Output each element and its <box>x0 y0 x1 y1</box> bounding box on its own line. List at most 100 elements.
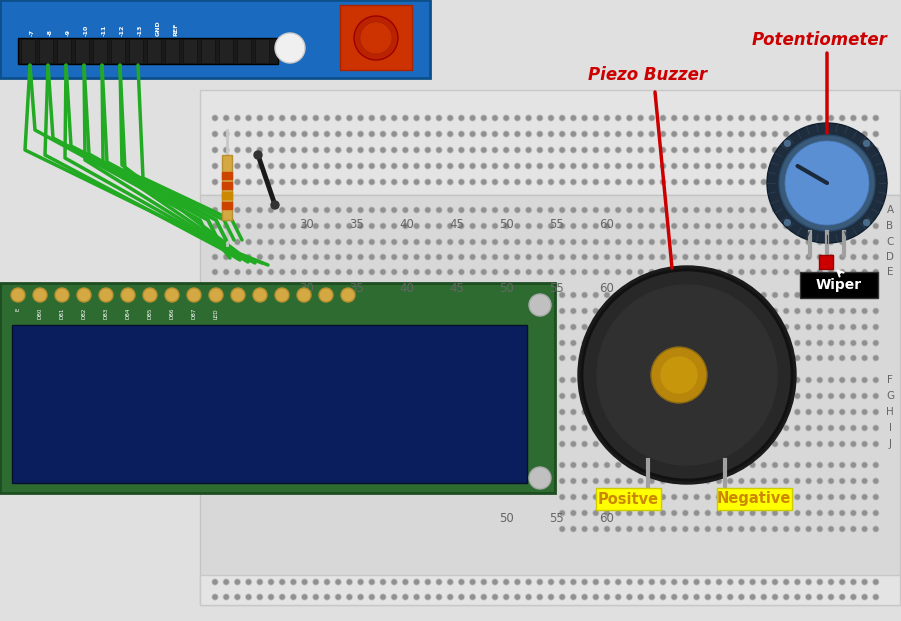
Text: H: H <box>886 407 894 417</box>
Circle shape <box>716 494 722 500</box>
Circle shape <box>492 147 497 153</box>
Circle shape <box>638 355 643 361</box>
Circle shape <box>828 308 833 314</box>
Circle shape <box>683 442 687 446</box>
Circle shape <box>751 511 755 515</box>
Circle shape <box>493 180 497 184</box>
Circle shape <box>358 292 363 298</box>
Circle shape <box>470 580 475 584</box>
Circle shape <box>851 239 856 245</box>
Circle shape <box>605 442 609 446</box>
Circle shape <box>740 511 743 515</box>
Circle shape <box>638 223 643 229</box>
Circle shape <box>538 180 542 184</box>
Circle shape <box>538 325 542 329</box>
Circle shape <box>773 116 777 120</box>
Circle shape <box>862 595 867 599</box>
Circle shape <box>716 393 722 399</box>
Circle shape <box>862 164 867 168</box>
Circle shape <box>481 163 487 169</box>
Circle shape <box>593 510 598 516</box>
Circle shape <box>404 164 407 168</box>
Circle shape <box>324 594 330 600</box>
Circle shape <box>403 594 408 600</box>
Circle shape <box>224 255 228 259</box>
Circle shape <box>526 324 532 330</box>
Circle shape <box>505 132 508 136</box>
Circle shape <box>649 147 655 153</box>
Circle shape <box>750 163 755 169</box>
Circle shape <box>460 148 463 152</box>
Circle shape <box>571 463 576 467</box>
Circle shape <box>279 223 285 229</box>
Circle shape <box>246 254 251 260</box>
Circle shape <box>526 132 531 136</box>
Circle shape <box>314 309 318 313</box>
Text: -9: -9 <box>66 29 70 36</box>
Circle shape <box>705 442 710 446</box>
Circle shape <box>481 269 487 275</box>
Circle shape <box>638 254 643 260</box>
Circle shape <box>459 223 464 229</box>
Circle shape <box>324 579 330 585</box>
Circle shape <box>403 116 408 121</box>
Circle shape <box>254 151 262 159</box>
Circle shape <box>605 356 609 360</box>
Circle shape <box>727 355 733 361</box>
Circle shape <box>739 579 744 585</box>
Circle shape <box>571 341 576 345</box>
Circle shape <box>515 180 519 184</box>
Circle shape <box>626 131 633 137</box>
Circle shape <box>593 462 598 468</box>
Circle shape <box>783 441 789 446</box>
Circle shape <box>514 223 520 229</box>
Circle shape <box>560 580 564 584</box>
Circle shape <box>257 179 262 185</box>
Text: 50: 50 <box>500 219 514 232</box>
Circle shape <box>728 132 733 136</box>
Circle shape <box>705 511 710 515</box>
Circle shape <box>459 207 464 213</box>
Circle shape <box>828 355 833 361</box>
Circle shape <box>650 309 654 313</box>
Circle shape <box>570 377 577 383</box>
Bar <box>21 39 35 63</box>
Circle shape <box>246 355 251 361</box>
Circle shape <box>762 378 766 382</box>
Circle shape <box>783 163 789 169</box>
Circle shape <box>862 426 867 430</box>
Circle shape <box>805 223 812 229</box>
Circle shape <box>861 324 868 330</box>
Circle shape <box>548 324 554 330</box>
Circle shape <box>783 239 789 245</box>
Circle shape <box>671 393 677 399</box>
Circle shape <box>783 207 789 213</box>
Circle shape <box>683 511 687 515</box>
Circle shape <box>583 325 587 329</box>
Bar <box>219 39 233 63</box>
Circle shape <box>695 325 698 329</box>
Circle shape <box>751 164 755 168</box>
Circle shape <box>414 207 419 213</box>
Text: DB6: DB6 <box>169 308 175 319</box>
Circle shape <box>650 394 654 398</box>
Circle shape <box>772 579 778 585</box>
Circle shape <box>828 269 833 275</box>
Circle shape <box>626 269 633 275</box>
Circle shape <box>783 526 789 532</box>
Circle shape <box>325 208 329 212</box>
Circle shape <box>246 594 251 600</box>
Circle shape <box>873 340 878 346</box>
Circle shape <box>560 378 564 382</box>
Circle shape <box>694 494 699 500</box>
Circle shape <box>526 356 531 360</box>
Circle shape <box>750 462 755 468</box>
Circle shape <box>805 462 812 468</box>
Circle shape <box>615 494 621 500</box>
Circle shape <box>727 131 733 137</box>
Circle shape <box>705 164 710 168</box>
Circle shape <box>861 340 868 346</box>
Circle shape <box>515 255 519 259</box>
Circle shape <box>817 377 823 383</box>
Circle shape <box>672 442 676 446</box>
